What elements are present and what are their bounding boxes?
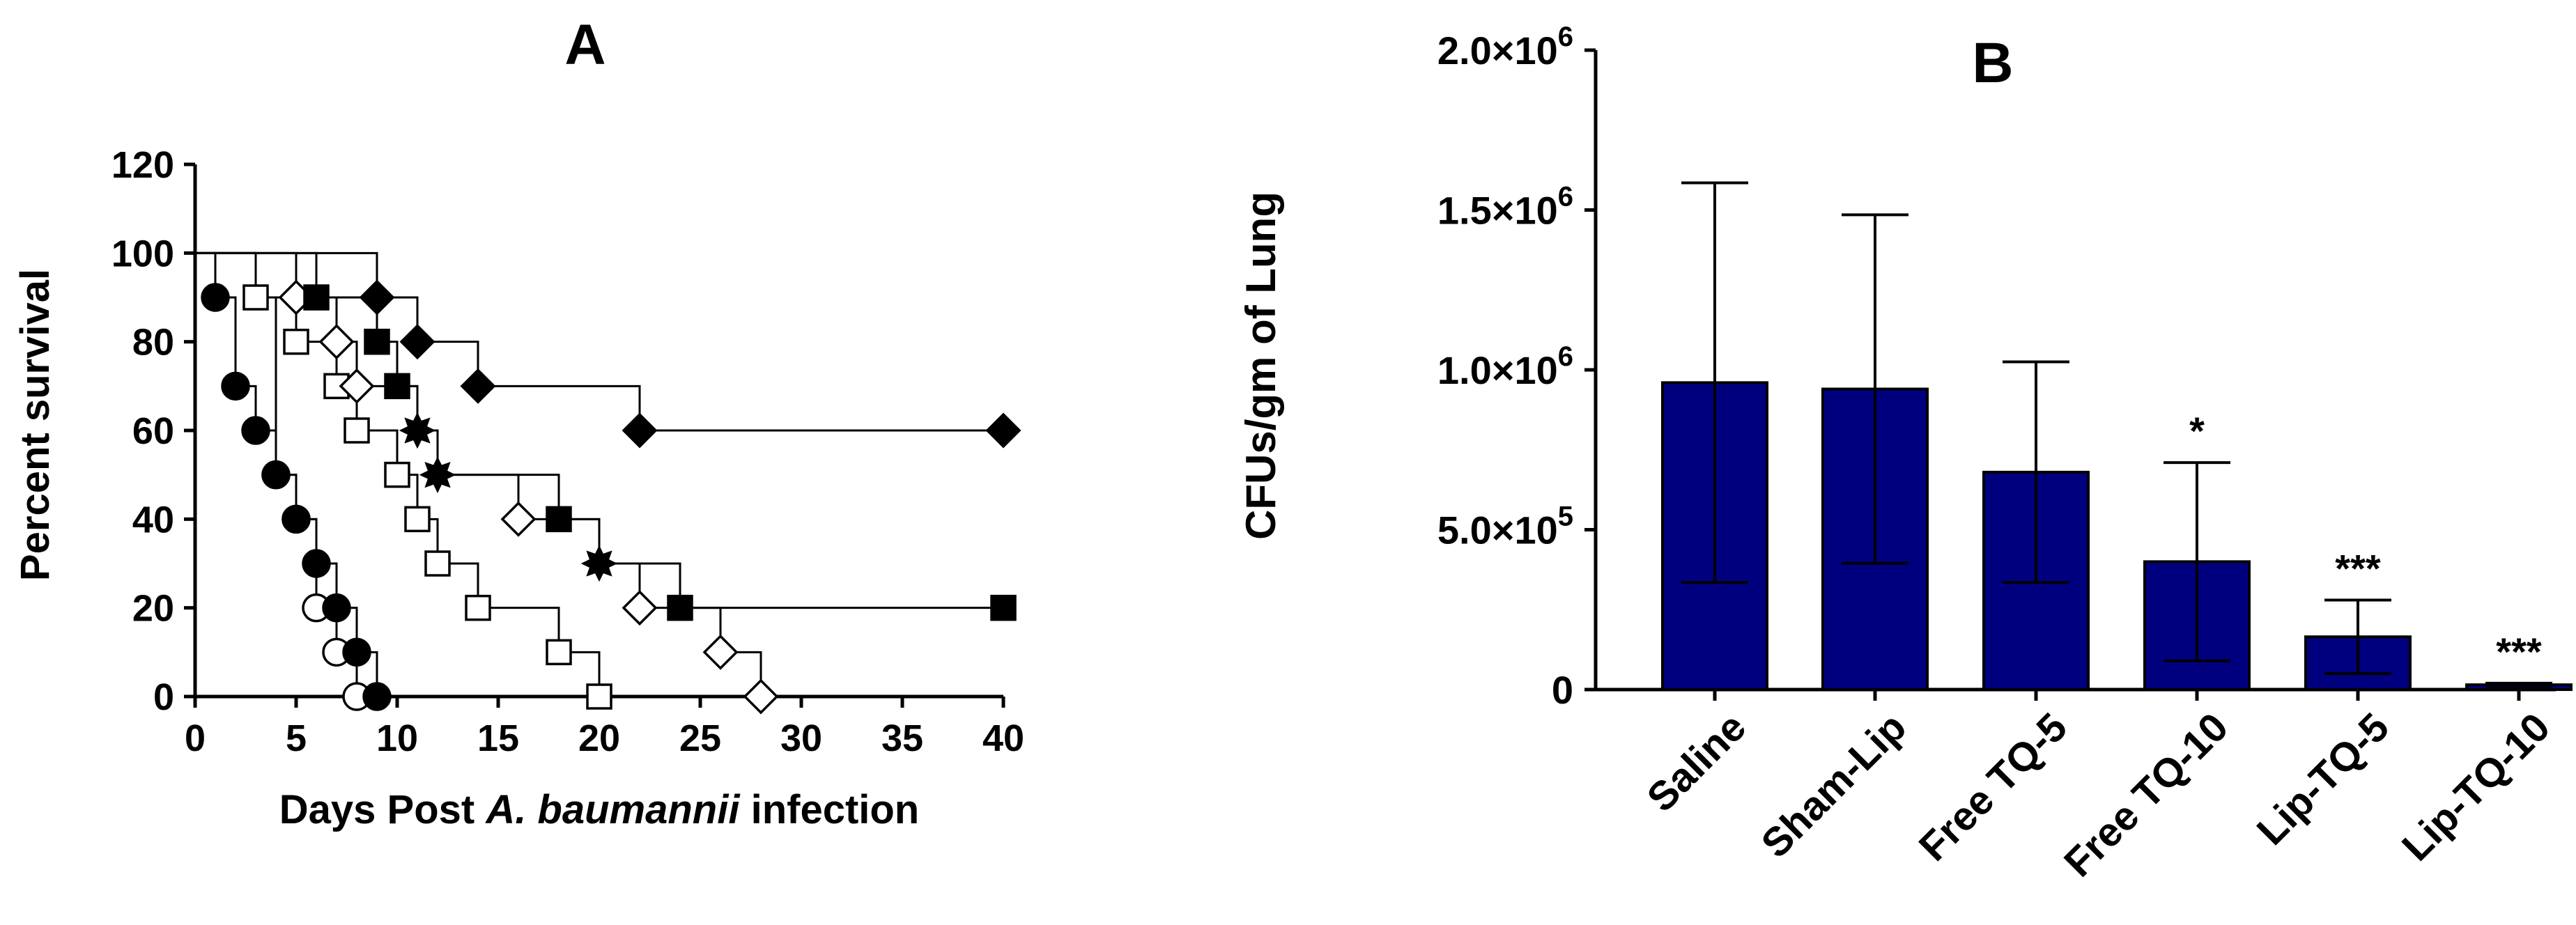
x-label-prefix: Days Post bbox=[279, 787, 486, 832]
marker-filled-square bbox=[303, 284, 330, 311]
panel-b-y-label: CFUs/gm of Lung bbox=[1237, 192, 1284, 540]
y-tick-label: 1.5×106 bbox=[1437, 182, 1573, 233]
x-tick-label: 30 bbox=[780, 717, 822, 759]
marker-open-diamond bbox=[318, 324, 355, 360]
marker-filled-diamond bbox=[359, 279, 395, 316]
x-tick-label: 10 bbox=[376, 717, 418, 759]
significance-label: * bbox=[2189, 409, 2205, 453]
marker-open-square bbox=[586, 683, 612, 710]
marker-filled-circle bbox=[342, 637, 371, 667]
marker-open-square bbox=[344, 417, 370, 444]
x-tick-label: 40 bbox=[982, 717, 1024, 759]
star-shape bbox=[399, 412, 436, 449]
marker-open-square bbox=[384, 461, 410, 488]
panel-a-title: A bbox=[564, 13, 606, 77]
marker-filled-circle bbox=[261, 460, 291, 490]
x-tick-label: 25 bbox=[679, 717, 721, 759]
marker-filled-square bbox=[990, 594, 1017, 621]
star-shape bbox=[419, 456, 456, 493]
panel-a: A 0 20 40 60 80 100 120 0 5 10 15 20 25 30 35 40 Perce… bbox=[13, 13, 1024, 832]
marker-filled-square bbox=[546, 506, 572, 533]
marker-open-diamond bbox=[339, 368, 375, 404]
x-tick-label: 35 bbox=[881, 717, 923, 759]
marker-filled-circle bbox=[281, 504, 311, 534]
survival-line-filled-circle bbox=[195, 251, 378, 697]
category-label: Sham-Lip bbox=[1752, 704, 1915, 866]
y-tick-label: 120 bbox=[111, 144, 174, 186]
x-tick-label: 15 bbox=[477, 717, 519, 759]
marker-filled-circle bbox=[201, 283, 230, 312]
marker-filled-circle bbox=[322, 593, 351, 623]
marker-open-diamond bbox=[622, 590, 658, 626]
marker-open-square bbox=[546, 639, 572, 666]
panel-a-y-axis: 0 20 40 60 80 100 120 bbox=[111, 144, 197, 718]
marker-star-markers bbox=[399, 412, 436, 449]
y-tick-label: 1.0×106 bbox=[1437, 341, 1573, 392]
category-label: Free TQ-10 bbox=[2056, 704, 2237, 885]
x-label-italic: A. baumannii bbox=[484, 787, 741, 832]
y-tick-label: 80 bbox=[132, 322, 174, 364]
y-tick-label: 0 bbox=[153, 676, 174, 718]
x-label-suffix: infection bbox=[739, 787, 919, 832]
panel-a-y-ticks: 0 20 40 60 80 100 120 bbox=[111, 144, 195, 718]
survival-markers bbox=[201, 279, 1021, 715]
category-label: Lip-TQ-5 bbox=[2249, 704, 2398, 854]
x-tick-label: 20 bbox=[578, 717, 620, 759]
star-shape bbox=[580, 545, 618, 582]
y-tick-label: 0 bbox=[1552, 668, 1573, 712]
marker-filled-diamond bbox=[985, 412, 1021, 449]
marker-filled-circle bbox=[241, 416, 270, 445]
marker-filled-circle bbox=[362, 682, 392, 711]
y-tick-label: 100 bbox=[111, 233, 174, 274]
significance-label: *** bbox=[2496, 630, 2542, 674]
marker-open-square bbox=[242, 284, 269, 311]
category-label: Free TQ-5 bbox=[1911, 704, 2076, 869]
marker-open-square bbox=[404, 506, 431, 533]
marker-filled-diamond bbox=[460, 368, 496, 404]
marker-filled-square bbox=[384, 373, 410, 400]
survival-line-filled-diamond bbox=[195, 251, 1003, 432]
marker-filled-diamond bbox=[399, 324, 435, 360]
marker-open-square bbox=[424, 550, 451, 577]
panel-b: B 0 5.0×105 1.0×106 1.5×106 2.0×106 CFUs/gm … bbox=[1237, 22, 2573, 885]
category-label: Lip-TQ-10 bbox=[2393, 704, 2559, 869]
panel-a-y-label: Percent survival bbox=[13, 269, 58, 581]
survival-lines bbox=[195, 251, 1003, 697]
marker-star-markers bbox=[580, 545, 618, 582]
marker-open-square bbox=[283, 328, 309, 355]
bars: ******* bbox=[1661, 181, 2573, 692]
marker-filled-circle bbox=[221, 371, 250, 401]
marker-open-diamond bbox=[500, 501, 537, 537]
marker-open-diamond bbox=[743, 678, 779, 715]
panel-a-x-axis: 0 5 10 15 20 25 30 35 40 bbox=[185, 694, 1024, 759]
y-tick-label: 20 bbox=[132, 588, 174, 630]
marker-open-diamond bbox=[702, 634, 739, 670]
marker-star-markers bbox=[419, 456, 456, 493]
panel-b-y-ticks: 0 5.0×105 1.0×106 1.5×106 2.0×106 bbox=[1437, 22, 1596, 712]
marker-filled-diamond bbox=[622, 412, 658, 449]
y-tick-label: 5.0×105 bbox=[1437, 502, 1573, 552]
x-tick-label: 5 bbox=[286, 717, 307, 759]
marker-filled-square bbox=[667, 594, 693, 621]
marker-filled-circle bbox=[302, 549, 331, 578]
y-tick-label: 2.0×106 bbox=[1437, 22, 1573, 72]
y-tick-label: 60 bbox=[132, 410, 174, 452]
significance-label: *** bbox=[2335, 546, 2381, 590]
panel-b-title: B bbox=[1972, 31, 2013, 95]
panel-a-x-label: Days Post A. baumannii infection bbox=[279, 787, 920, 832]
y-tick-label: 40 bbox=[132, 499, 174, 541]
marker-open-square bbox=[465, 594, 491, 621]
x-tick-label: 0 bbox=[185, 717, 206, 759]
marker-filled-square bbox=[364, 328, 390, 355]
category-label: Saline bbox=[1638, 704, 1754, 821]
panel-a-x-ticks: 0 5 10 15 20 25 30 35 40 bbox=[185, 697, 1024, 759]
